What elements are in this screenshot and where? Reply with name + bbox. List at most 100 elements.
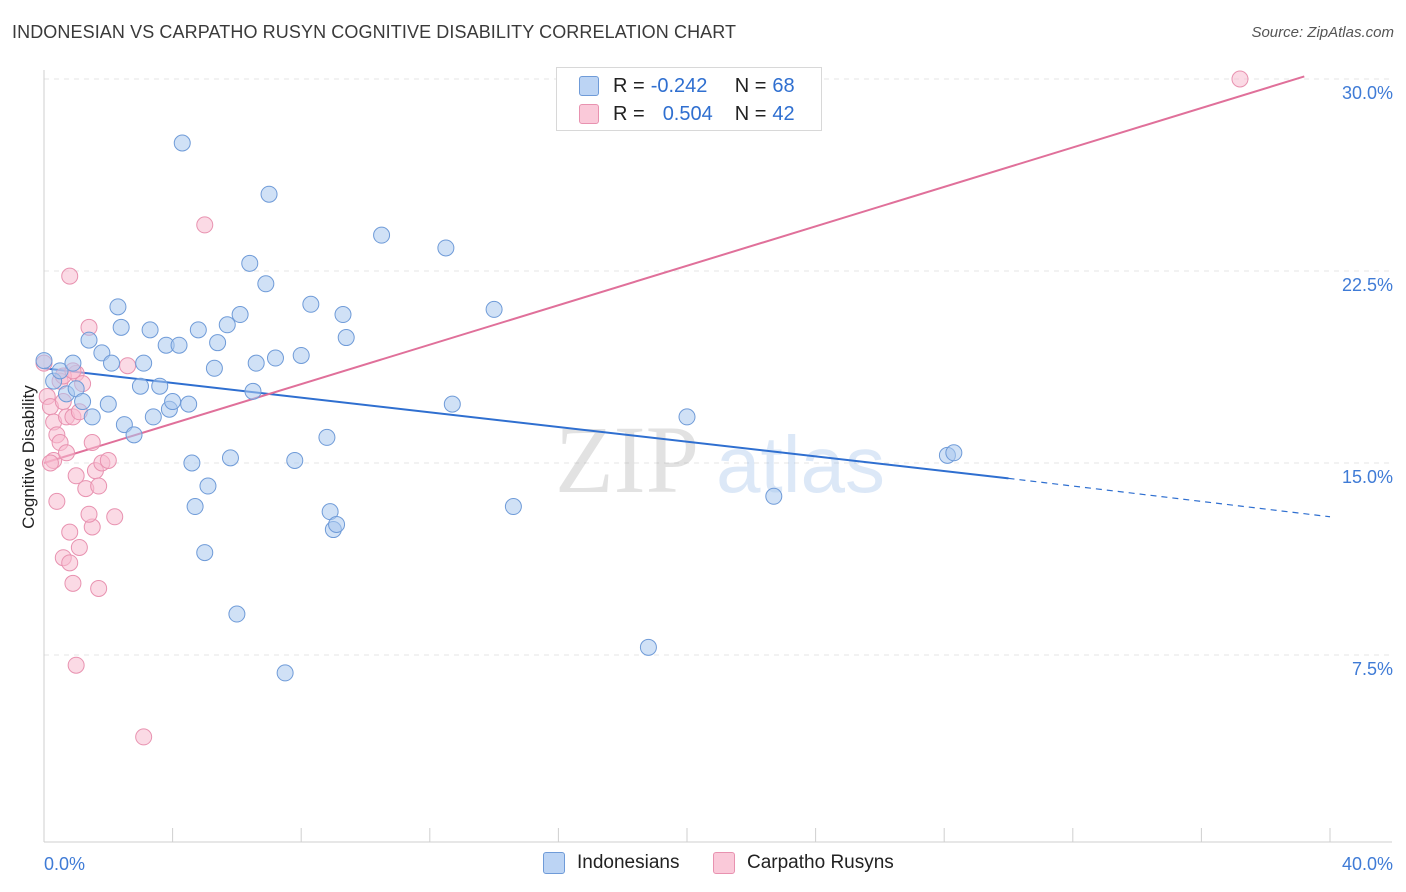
indonesians-point (170, 336, 188, 354)
grid-lines (43, 78, 1392, 842)
y-tick-label: 30.0% (1342, 83, 1393, 103)
carpatho-rusyns-point (48, 492, 66, 510)
carpatho-rusyns-point (58, 444, 76, 462)
indonesians-point (443, 395, 461, 413)
legend-r-label: R = (613, 102, 645, 125)
legend-label-carpatho-rusyns: Carpatho Rusyns (747, 852, 894, 873)
carpatho-rusyns-point (41, 454, 59, 472)
legend-item-indonesians[interactable]: Indonesians (543, 852, 679, 874)
indonesians-point (286, 451, 304, 469)
indonesians-point (74, 393, 92, 411)
indonesians-point (639, 638, 657, 656)
indonesians-point (109, 298, 127, 316)
indonesians-point (678, 408, 696, 426)
indonesians-point (945, 444, 963, 462)
carpatho-rusyns-point (99, 451, 117, 469)
legend-row-indonesians: R = -0.242 N = 68 (579, 73, 795, 99)
indonesians-point (196, 544, 214, 562)
carpatho-rusyns-point (196, 216, 214, 234)
indonesians-point (228, 605, 246, 623)
y-tick-label: 7.5% (1352, 659, 1393, 679)
carpatho-rusyns-point (106, 508, 124, 526)
legend-swatch-blue (579, 76, 599, 96)
legend-n-value: 68 (772, 74, 795, 97)
indonesians-points (35, 134, 963, 682)
carpatho-rusyns-point (61, 523, 79, 541)
indonesians-point (209, 334, 227, 352)
carpatho-rusyns-point (61, 554, 79, 572)
indonesians-point (83, 408, 101, 426)
carpatho-rusyns-points (35, 70, 1249, 746)
indonesians-point (373, 226, 391, 244)
carpatho-rusyns-point (70, 538, 88, 556)
indonesians-point (247, 354, 265, 372)
indonesians-point (257, 275, 275, 293)
indonesians-point (35, 352, 53, 370)
x-tick-label: 0.0% (44, 854, 85, 874)
carpatho-rusyns-point (1231, 70, 1249, 88)
indonesians-point (485, 300, 503, 318)
indonesians-point (51, 362, 69, 380)
indonesians-point (504, 498, 522, 516)
legend-n-value: 42 (772, 102, 795, 125)
indonesians-point (183, 454, 201, 472)
indonesians-point (260, 185, 278, 203)
indonesians-point (218, 316, 236, 334)
series-legend: Indonesians Carpatho Rusyns (0, 852, 1406, 878)
legend-n-label: N = (734, 102, 767, 125)
indonesians-point (276, 664, 294, 682)
indonesians-point (135, 354, 153, 372)
chart-title: INDONESIAN VS CARPATHO RUSYN COGNITIVE D… (12, 22, 737, 42)
tick-labels: 7.5% 15.0% 22.5% 30.0% 0.0% 40.0% (44, 83, 1393, 874)
carpatho-rusyns-point (64, 574, 82, 592)
carpatho-rusyns-point (119, 357, 137, 375)
indonesians-point (131, 377, 149, 395)
watermark: ZIP atlas (555, 406, 885, 513)
indonesians-point (99, 395, 117, 413)
x-tick-label: 40.0% (1342, 854, 1393, 874)
source-credit: Source: ZipAtlas.com (1251, 24, 1394, 41)
legend-row-carpatho-rusyns: R = 0.504 N = 42 (579, 101, 795, 127)
legend-n-label: N = (734, 74, 767, 97)
carpatho-rusyns-point (135, 728, 153, 746)
legend-swatch-pink (579, 104, 599, 124)
legend-item-carpatho-rusyns[interactable]: Carpatho Rusyns (713, 852, 894, 874)
indonesians-point (64, 354, 82, 372)
indonesians-point (151, 377, 169, 395)
carpatho-rusyns-point (80, 505, 98, 523)
indonesians-point (437, 239, 455, 257)
indonesians-point (302, 295, 320, 313)
watermark-zip: ZIP (555, 406, 699, 513)
legend-r-label: R = (613, 74, 645, 97)
indonesians-point (180, 395, 198, 413)
indonesians-point (328, 515, 346, 533)
indonesians-point (337, 329, 355, 347)
indonesians-point (334, 306, 352, 324)
legend-swatch-indonesians (543, 852, 565, 874)
y-axis-label: Cognitive Disability (19, 385, 38, 529)
indonesians-point (125, 426, 143, 444)
indonesians-point (186, 498, 204, 516)
stats-legend: R = -0.242 N = 68 R = 0.504 N = 42 (556, 67, 822, 131)
indonesians-point (765, 487, 783, 505)
indonesians-point (266, 349, 284, 367)
indonesians-point (144, 408, 162, 426)
y-tick-label: 15.0% (1342, 467, 1393, 487)
legend-label-indonesians: Indonesians (577, 852, 680, 873)
indonesians-point (318, 428, 336, 446)
indonesians-point (244, 382, 262, 400)
indonesians-point (173, 134, 191, 152)
legend-swatch-carpatho-rusyns (713, 852, 735, 874)
indonesians-trend-extension (1008, 477, 1331, 518)
carpatho-rusyns-point (61, 267, 79, 285)
carpatho-rusyns-point (67, 467, 85, 485)
legend-r-value: -0.242 (650, 74, 708, 97)
y-tick-label: 22.5% (1342, 275, 1393, 295)
indonesians-point (241, 254, 259, 272)
indonesians-point (231, 306, 249, 324)
indonesians-point (189, 321, 207, 339)
indonesians-point (205, 359, 223, 377)
carpatho-rusyns-point (83, 434, 101, 452)
indonesians-point (112, 318, 130, 336)
